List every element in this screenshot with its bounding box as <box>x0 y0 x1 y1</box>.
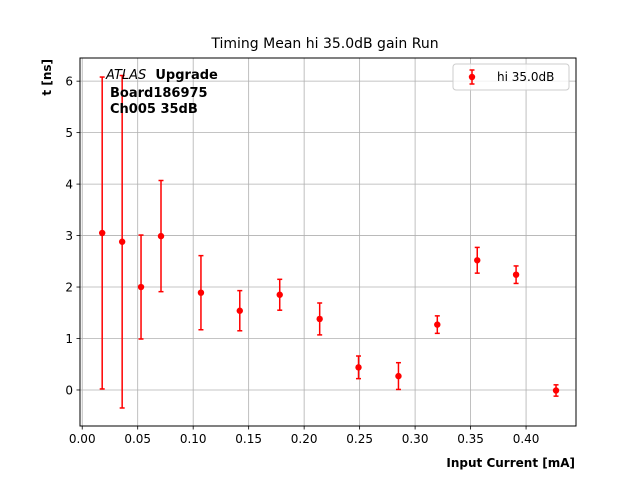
plot-frame <box>79 57 577 427</box>
x-tick-label: 0.15 <box>235 432 262 446</box>
y-tick-label: 6 <box>65 75 73 89</box>
y-tick-label: 3 <box>65 229 73 243</box>
error-bars <box>99 74 559 409</box>
chart-title: Timing Mean hi 35.0dB gain Run <box>210 36 438 52</box>
data-point <box>137 283 145 291</box>
x-tick-label: 0.20 <box>291 432 318 446</box>
channel-label: Ch005 35dB <box>110 102 198 117</box>
x-axis-label: Input Current [mA] <box>446 456 575 470</box>
data-points <box>98 229 560 394</box>
y-tick-label: 5 <box>65 126 73 140</box>
legend: hi 35.0dB <box>452 63 570 91</box>
data-point <box>316 315 323 323</box>
upgrade-word: Upgrade <box>155 68 218 83</box>
y-tick-label: 4 <box>65 178 73 192</box>
atlas-word: ATLAS <box>105 68 146 83</box>
data-point <box>434 321 441 328</box>
data-point <box>552 387 560 394</box>
board-label: Board186975 <box>110 86 208 101</box>
data-point <box>118 238 126 245</box>
y-tick-label: 2 <box>65 281 73 295</box>
atlas-label: ATLAS Upgrade <box>105 64 218 83</box>
data-point <box>395 372 402 380</box>
data-point <box>197 289 205 296</box>
axis-ticks: 0.00 0.05 0.10 0.15 0.20 0.25 0.30 0.35 0.40 0 1 2 3… <box>65 75 539 446</box>
legend-box <box>452 63 570 91</box>
data-point <box>512 271 520 278</box>
x-tick-label: 0.25 <box>346 432 373 446</box>
y-tick-label: 1 <box>65 332 73 346</box>
grid <box>80 58 576 426</box>
x-tick-label: 0.30 <box>402 432 429 446</box>
y-axis-label: t [ns] <box>40 59 54 96</box>
legend-marker <box>468 73 476 81</box>
data-point <box>276 291 283 298</box>
y-tick-label: 0 <box>65 383 73 397</box>
x-tick-label: 0.35 <box>457 432 484 446</box>
x-tick-label: 0.00 <box>69 432 96 446</box>
data-point <box>236 307 243 314</box>
x-tick-label: 0.40 <box>513 432 540 446</box>
x-tick-label: 0.10 <box>180 432 207 446</box>
x-tick-label: 0.05 <box>124 432 151 446</box>
legend-label: hi 35.0dB <box>497 70 554 84</box>
data-point <box>474 257 481 264</box>
data-point <box>98 229 106 237</box>
data-point <box>157 232 165 240</box>
data-point <box>355 364 362 371</box>
